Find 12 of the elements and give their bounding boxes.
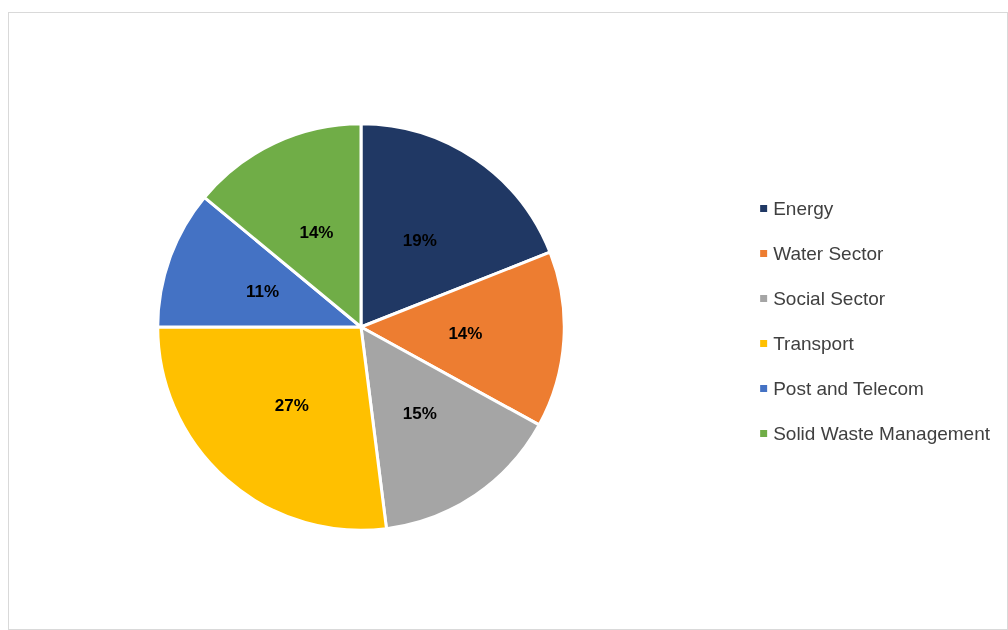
legend-label: Energy [773,198,834,219]
data-label: 15% [402,404,437,424]
data-label: 11% [246,282,280,302]
data-label: 14% [299,222,334,242]
data-label: 14% [448,324,483,344]
legend-label: Solid Waste Management [773,423,991,444]
legend-label: Post and Telecom [773,378,924,399]
data-label: 27% [274,395,309,415]
legend-label: Social Sector [773,288,886,309]
data-label: 19% [402,230,437,250]
legend-label: Water Sector [773,243,884,264]
legend-label: Transport [773,333,855,354]
